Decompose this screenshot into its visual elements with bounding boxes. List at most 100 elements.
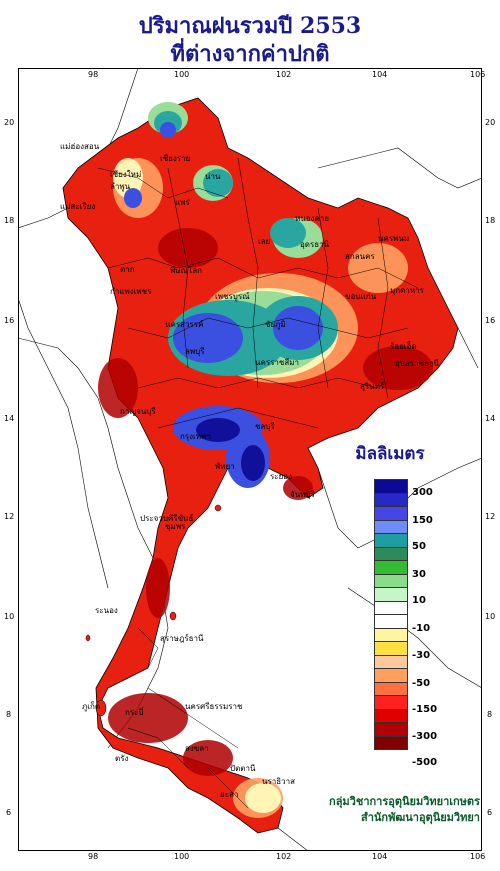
place-label: ร้อยเอ็ด [390, 342, 417, 351]
lon-tick-top: 104 [372, 70, 388, 79]
place-label: นครสวรรค์ [165, 320, 204, 329]
place-label: ภูเก็ต [82, 702, 101, 711]
lat-tick-right: 20 [485, 118, 496, 127]
place-label: เชียงใหม่ [110, 170, 142, 179]
place-label: อุดรธานี [300, 240, 330, 249]
place-label: พัทยา [215, 462, 235, 471]
legend-swatch [374, 479, 408, 493]
legend-swatch [374, 573, 408, 587]
lon-tick-top: 98 [88, 70, 99, 79]
place-label: ลำพูน [110, 182, 131, 191]
place-label: แม่ฮ่องสอน [60, 142, 100, 151]
place-label: เชียงราย [160, 154, 191, 163]
place-label: ระนอง [95, 606, 118, 615]
credit-bureau: สำนักพัฒนาอุตุนิยมวิทยา [361, 811, 480, 824]
place-label: กระบี่ [125, 708, 144, 717]
lat-tick-right: 8 [487, 710, 493, 719]
place-label: สงขลา [185, 744, 209, 753]
legend-swatch [374, 695, 408, 709]
place-label: สุราษฎร์ธานี [160, 634, 204, 643]
legend-label: 30 [412, 569, 426, 580]
islands [85, 504, 222, 717]
lat-tick-right: 12 [485, 512, 496, 521]
lon-tick-top: 106 [470, 70, 486, 79]
deficit-strong-areas [98, 228, 433, 776]
legend-swatch [374, 587, 408, 601]
place-label: ระยอง [270, 472, 292, 481]
place-label: กาญจนบุรี [120, 407, 156, 416]
place-label: น่าน [205, 172, 221, 181]
legend-label: 50 [412, 541, 426, 552]
place-label: กำแพงเพชร [110, 287, 152, 296]
legend-swatch [374, 614, 408, 628]
lat-tick-left: 16 [4, 316, 15, 325]
legend-label: 150 [412, 515, 433, 526]
legend-swatch [374, 506, 408, 520]
lat-tick-right: 16 [485, 316, 496, 325]
place-label: นครราชสีมา [255, 358, 299, 367]
place-label: เพชรบูรณ์ [215, 292, 250, 301]
place-label: ตาก [120, 265, 135, 274]
place-label: ตรัง [115, 754, 129, 763]
lon-tick-bottom: 102 [276, 852, 292, 861]
place-label: จันทบุรี [290, 490, 315, 499]
province-borders [97, 157, 419, 809]
legend-swatch [374, 735, 408, 750]
map-subtitle: ที่ต่างจากค่าปกติ [170, 41, 330, 67]
lat-tick-left: 20 [4, 118, 15, 127]
lat-tick-left: 18 [4, 216, 15, 225]
legend-label: -50 [412, 678, 431, 689]
legend-swatch [374, 492, 408, 506]
place-label: ขอนแก่น [345, 292, 377, 301]
place-label: นครพนม [378, 234, 410, 243]
place-label: พิษณุโลก [170, 266, 203, 275]
lon-tick-top: 100 [174, 70, 190, 79]
legend-swatch [374, 600, 408, 614]
lon-tick-bottom: 104 [372, 852, 388, 861]
lon-tick-bottom: 100 [174, 852, 190, 861]
lat-tick-left: 10 [4, 612, 15, 621]
place-label: ลพบุรี [185, 347, 205, 356]
legend-swatch [374, 546, 408, 560]
legend-swatch [374, 681, 408, 695]
legend-swatch [374, 560, 408, 574]
legend-swatch [374, 668, 408, 682]
lat-tick-right: 6 [487, 808, 493, 817]
legend-label: -10 [412, 623, 431, 634]
lon-tick-bottom: 98 [88, 852, 99, 861]
legend-swatch [374, 654, 408, 668]
place-label: เลย [258, 237, 271, 246]
surplus-max-areas [196, 418, 265, 481]
legend-label: -300 [412, 731, 438, 742]
map-title: ปริมาณฝนรวมปี 2553 [138, 13, 362, 39]
legend-swatch [374, 533, 408, 547]
legend-swatch [374, 641, 408, 655]
lat-tick-left: 12 [4, 512, 15, 521]
place-label: สกลนคร [345, 252, 375, 261]
place-label: แม่สะเรียง [60, 202, 96, 211]
place-label: นครศรีธรรมราช [185, 702, 243, 711]
lat-tick-left: 8 [6, 710, 12, 719]
rainfall-anomaly-map [18, 68, 482, 851]
legend-swatch [374, 627, 408, 641]
legend-swatch [374, 722, 408, 736]
place-label: นราธิวาส [262, 777, 296, 786]
legend-label: 300 [412, 487, 433, 498]
place-label: ประจวบคีรีขันธ์ [140, 514, 194, 523]
lat-tick-left: 6 [6, 808, 12, 817]
place-label: กรุงเทพฯ [180, 432, 211, 441]
legend-label: -500 [412, 757, 438, 768]
place-label: สุรินทร์ [360, 382, 385, 391]
credit-division: กลุ่มวิชาการอุตุนิยมวิทยาเกษตร [329, 795, 480, 808]
place-label: หนองคาย [295, 214, 329, 223]
place-label: ชลบุรี [255, 422, 275, 431]
place-label: ปัตตานี [230, 764, 256, 773]
lon-tick-top: 102 [276, 70, 292, 79]
place-label: ชุมพร [165, 522, 186, 531]
place-label: มุกดาหาร [390, 286, 424, 295]
place-label: ชัยภูมิ [265, 320, 286, 329]
lat-tick-right: 14 [485, 414, 496, 423]
legend-swatch [374, 519, 408, 533]
legend-swatch [374, 708, 408, 722]
lat-tick-right: 10 [485, 612, 496, 621]
